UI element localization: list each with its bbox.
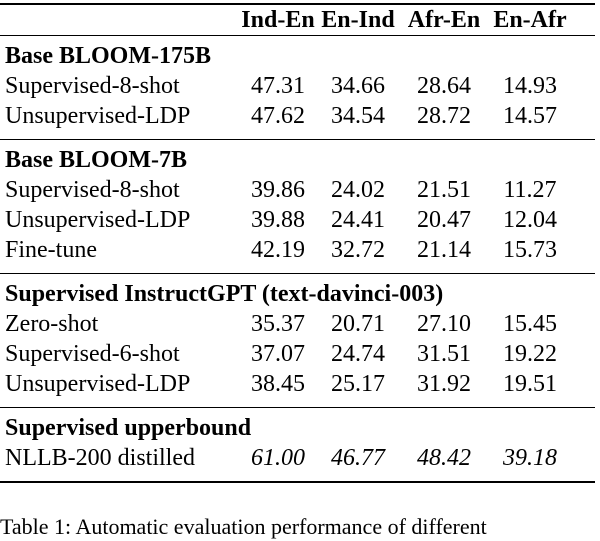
row-label: Unsupervised-LDP bbox=[5, 371, 191, 397]
cell-value: 37.07 bbox=[251, 341, 305, 367]
row-label: Unsupervised-LDP bbox=[5, 103, 191, 129]
column-header-en-ind: En-Ind bbox=[321, 7, 395, 33]
cell-value: 21.51 bbox=[417, 177, 471, 203]
cell-value: 46.77 bbox=[331, 445, 385, 471]
section-header-label: Supervised InstructGPT (text-davinci-003… bbox=[5, 281, 444, 307]
column-header-afr-en: Afr-En bbox=[407, 7, 481, 33]
column-header-en-afr: En-Afr bbox=[493, 7, 567, 33]
cell-value: 34.66 bbox=[331, 73, 385, 99]
cell-value: 25.17 bbox=[331, 371, 385, 397]
cell-value: 28.72 bbox=[417, 103, 471, 129]
section-supervised-upperbound: Supervised upperbound NLLB-200 distilled… bbox=[0, 407, 595, 483]
table-row: Zero-shot 35.37 20.71 27.10 15.45 bbox=[0, 309, 595, 339]
paper-table: Ind-En En-Ind Afr-En En-Afr Base BLOOM-1… bbox=[0, 3, 595, 483]
row-label: Unsupervised-LDP bbox=[5, 207, 191, 233]
cell-value: 35.37 bbox=[251, 311, 305, 337]
table-row: Unsupervised-LDP 39.88 24.41 20.47 12.04 bbox=[0, 205, 595, 235]
section-base-bloom-175b: Base BLOOM-175B Supervised-8-shot 47.31 … bbox=[0, 35, 595, 140]
cell-value: 14.57 bbox=[503, 103, 557, 129]
row-label: NLLB-200 distilled bbox=[5, 445, 195, 471]
cell-value: 47.62 bbox=[251, 103, 305, 129]
table-header-row: Ind-En En-Ind Afr-En En-Afr bbox=[0, 4, 595, 36]
table-row: Supervised-8-shot 39.86 24.02 21.51 11.2… bbox=[0, 175, 595, 205]
cell-value: 42.19 bbox=[251, 237, 305, 263]
cell-value: 48.42 bbox=[417, 445, 471, 471]
cell-value: 24.74 bbox=[331, 341, 385, 367]
section-base-bloom-7b: Base BLOOM-7B Supervised-8-shot 39.86 24… bbox=[0, 139, 595, 274]
cell-value: 15.45 bbox=[503, 311, 557, 337]
table-caption: Table 1: Automatic evaluation performanc… bbox=[0, 514, 487, 539]
cell-value: 11.27 bbox=[503, 177, 557, 203]
cell-value: 20.71 bbox=[331, 311, 385, 337]
section-header-label: Supervised upperbound bbox=[5, 415, 252, 441]
cell-value: 19.51 bbox=[503, 371, 557, 397]
row-label: Zero-shot bbox=[5, 311, 99, 337]
cell-value: 21.14 bbox=[417, 237, 471, 263]
section-header-row: Supervised upperbound bbox=[0, 408, 595, 444]
cell-value: 27.10 bbox=[417, 311, 471, 337]
row-label: Fine-tune bbox=[5, 237, 97, 263]
header-empty-cell bbox=[0, 4, 240, 36]
cell-value: 19.22 bbox=[503, 341, 557, 367]
section-header-label: Base BLOOM-175B bbox=[5, 43, 212, 69]
table-row: Unsupervised-LDP 47.62 34.54 28.72 14.57 bbox=[0, 101, 595, 140]
section-header-row: Supervised InstructGPT (text-davinci-003… bbox=[0, 274, 595, 310]
section-header-label: Base BLOOM-7B bbox=[5, 147, 188, 173]
cell-value: 38.45 bbox=[251, 371, 305, 397]
table-row: Supervised-6-shot 37.07 24.74 31.51 19.2… bbox=[0, 339, 595, 369]
cell-value: 24.41 bbox=[331, 207, 385, 233]
table-row: Fine-tune 42.19 32.72 21.14 15.73 bbox=[0, 235, 595, 274]
cell-value: 34.54 bbox=[331, 103, 385, 129]
cell-value: 15.73 bbox=[503, 237, 557, 263]
cell-value: 47.31 bbox=[251, 73, 305, 99]
cell-value: 20.47 bbox=[417, 207, 471, 233]
cell-value: 12.04 bbox=[503, 207, 557, 233]
cell-value: 14.93 bbox=[503, 73, 557, 99]
cell-value: 28.64 bbox=[417, 73, 471, 99]
cell-value: 31.51 bbox=[417, 341, 471, 367]
cell-value: 32.72 bbox=[331, 237, 385, 263]
section-supervised-instructgpt: Supervised InstructGPT (text-davinci-003… bbox=[0, 273, 595, 408]
results-table: Ind-En En-Ind Afr-En En-Afr Base BLOOM-1… bbox=[0, 3, 595, 483]
table-row: Supervised-8-shot 47.31 34.66 28.64 14.9… bbox=[0, 71, 595, 101]
row-label: Supervised-8-shot bbox=[5, 177, 180, 203]
row-label: Supervised-8-shot bbox=[5, 73, 180, 99]
cell-value: 24.02 bbox=[331, 177, 385, 203]
row-label: Supervised-6-shot bbox=[5, 341, 180, 367]
cell-value: 39.18 bbox=[503, 445, 557, 471]
cell-value: 39.86 bbox=[251, 177, 305, 203]
column-header-ind-en: Ind-En bbox=[241, 7, 315, 33]
table-row: NLLB-200 distilled 61.00 46.77 48.42 39.… bbox=[0, 443, 595, 482]
cell-value: 31.92 bbox=[417, 371, 471, 397]
cell-value: 61.00 bbox=[251, 445, 305, 471]
table-row: Unsupervised-LDP 38.45 25.17 31.92 19.51 bbox=[0, 369, 595, 408]
section-header-row: Base BLOOM-7B bbox=[0, 140, 595, 176]
cell-value: 39.88 bbox=[251, 207, 305, 233]
section-header-row: Base BLOOM-175B bbox=[0, 36, 595, 72]
